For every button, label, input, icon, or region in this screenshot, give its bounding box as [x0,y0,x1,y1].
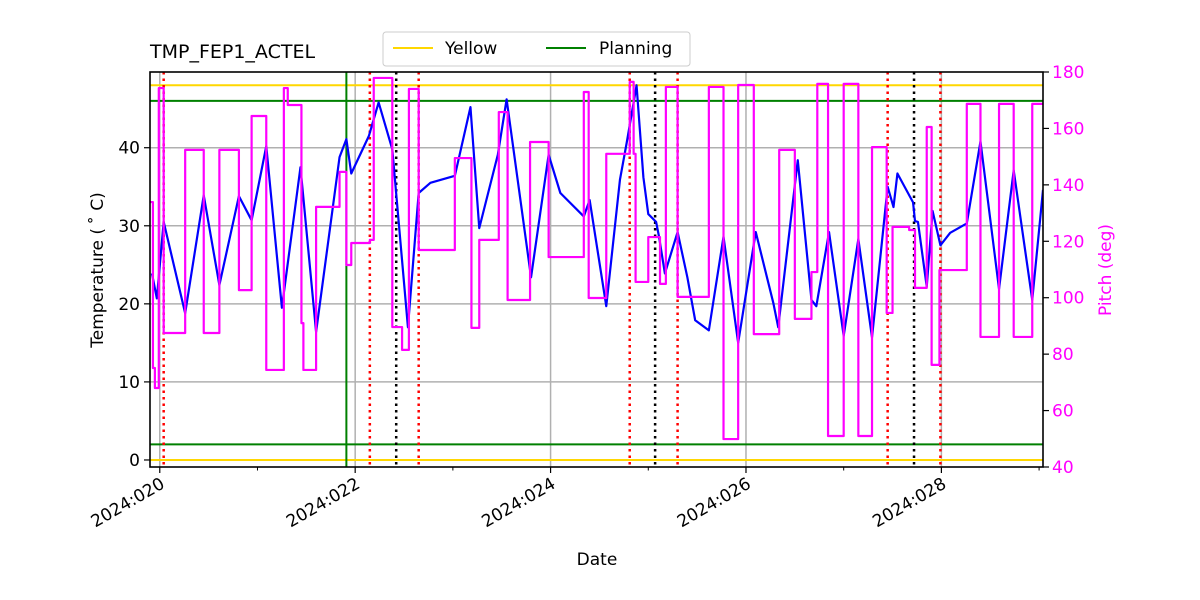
x-tick-label: 2024:022 [283,474,364,532]
y2-tick-label: 120 [1052,232,1084,252]
legend-box [382,31,691,67]
y2-tick-label: 40 [1052,458,1074,478]
y2-tick-label: 180 [1052,63,1084,83]
legend-label-planning: Planning [599,39,672,59]
x-tick-label: 2024:020 [88,474,169,532]
y2-axis-label: Pitch (deg) [1096,224,1116,316]
y-axis-label: Temperature ( ˚ C) [87,192,108,349]
x-tick-label: 2024:024 [479,474,560,532]
plot-area: 2024:020 2024:022 2024:024 2024:026 2024:028… [88,63,1085,532]
chart-title: TMP_FEP1_ACTEL [149,41,315,63]
y2-tick-label: 100 [1052,289,1084,309]
x-tick-label: 2024:026 [674,474,755,532]
y2-tick-label: 80 [1052,345,1074,365]
y2-tick-label: 140 [1052,176,1084,196]
legend: Yellow Planning [382,31,691,67]
plot-inner [150,72,1043,467]
x-axis-label: Date [577,550,618,570]
y-tick-label: 10 [118,373,140,393]
y-tick-label: 0 [129,451,140,471]
y-tick-label: 30 [118,217,140,237]
y-tick-label: 40 [118,139,140,159]
axes-frame [149,71,1044,468]
x-tick-label: 2024:028 [869,474,950,532]
legend-label-yellow: Yellow [444,39,497,59]
y-tick-label: 20 [118,295,140,315]
pitch-series-line [150,76,1043,441]
y2-tick-label: 160 [1052,119,1084,139]
y2-tick-label: 60 [1052,402,1074,422]
temperature-series-line [150,84,1043,344]
